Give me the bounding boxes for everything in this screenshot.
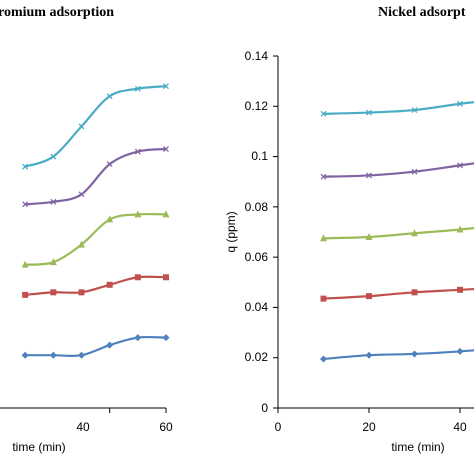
chromium-data-point [78, 123, 85, 130]
chromium-series-4 [22, 274, 169, 298]
nickel-series-line [323, 162, 474, 178]
chromium-title: romium adsorption [0, 5, 114, 20]
chromium-data-point [134, 210, 142, 218]
chromium-data-point [162, 334, 170, 342]
nickel-series-line [323, 287, 474, 300]
nickel-x-tick-label: 20 [362, 420, 376, 434]
nickel-data-point [456, 347, 464, 355]
chromium-series-line [25, 212, 167, 266]
chromium-data-point [162, 210, 170, 218]
nickel-series-line [323, 226, 474, 240]
chromium-data-point [134, 148, 141, 155]
chromium-data-point [22, 201, 29, 208]
chromium-series-5 [21, 334, 170, 359]
chromium-data-point [134, 334, 142, 342]
chromium-data-point [49, 351, 57, 359]
nickel-y-tick-label: 0.06 [245, 250, 269, 264]
nickel-title: Nickel adsorpt [378, 5, 466, 20]
nickel-data-point [366, 172, 372, 179]
nickel-data-point [411, 350, 418, 358]
chromium-series-line [24, 85, 167, 168]
chromium-data-point [134, 85, 141, 92]
chromium-series-3 [21, 210, 170, 268]
nickel-y-tick-label: 0.12 [245, 99, 269, 113]
chromium-series-1 [22, 83, 169, 170]
chromium-series-line [25, 147, 167, 206]
nickel-data-point [411, 168, 418, 175]
nickel-data-point [320, 173, 327, 180]
chromium-data-point [134, 274, 141, 281]
chromium-x-tick-label: 40 [76, 420, 90, 434]
nickel-series-line [323, 101, 474, 115]
chromium-data-point [50, 198, 57, 205]
chromium-data-point [163, 146, 169, 152]
nickel-series-1 [320, 100, 474, 117]
nickel-data-point [366, 293, 372, 300]
chromium-x-tick-label: 0 [0, 420, 1, 434]
chromium-data-point [78, 240, 85, 248]
chromium-x-tick-marks [109, 408, 167, 413]
nickel-series-4 [320, 286, 474, 302]
nickel-series-line [323, 349, 474, 361]
nickel-y-axis-label: q (ppm) [224, 211, 238, 252]
chromium-data-point [21, 351, 29, 359]
nickel-data-point [411, 107, 418, 114]
chromium-data-point [21, 260, 29, 268]
chromium-data-point [163, 83, 169, 90]
chromium-data-point [78, 191, 85, 198]
nickel-data-point [411, 289, 418, 296]
nickel-y-tick-label: 0 [261, 401, 268, 415]
nickel-y-tick-marks [273, 55, 278, 409]
chromium-series-line [25, 275, 167, 296]
nickel-data-point [411, 229, 418, 237]
nickel-data-point [320, 110, 327, 117]
nickel-y-tick-label: 0.08 [245, 200, 269, 214]
chromium-data-point [22, 291, 29, 298]
nickel-data-point [457, 286, 463, 293]
chromium-data-point [78, 289, 85, 296]
nickel-y-tick-label: 0.04 [245, 300, 269, 314]
nickel-series-3 [320, 225, 474, 242]
nickel-data-point [320, 355, 327, 363]
nickel-data-point [366, 109, 372, 116]
nickel-x-tick-marks [277, 408, 461, 413]
chromium-panel: romium adsorption 0 40 60 time (min) [0, 5, 173, 454]
chromium-data-point [50, 289, 57, 296]
chromium-data-point [50, 153, 57, 160]
chromium-data-point [78, 351, 85, 359]
chromium-data-point [49, 258, 57, 266]
nickel-x-tick-label: 40 [453, 420, 467, 434]
chromium-data-point [106, 341, 114, 349]
nickel-y-tick-label: 0.02 [245, 350, 269, 364]
nickel-data-point [457, 162, 463, 169]
nickel-series-group [320, 100, 474, 363]
nickel-x-axis-label: time (min) [391, 440, 444, 454]
nickel-data-point [457, 100, 463, 107]
chromium-series-group [21, 83, 170, 359]
chromium-series-line [25, 335, 167, 358]
nickel-data-point [320, 295, 327, 302]
nickel-x-tick-label: 0 [275, 420, 282, 434]
nickel-data-point [320, 234, 327, 242]
chromium-data-point [163, 274, 169, 281]
nickel-panel: Nickel adsorpt 0 0.02 0.04 0.06 0.08 0.1… [224, 5, 474, 454]
chromium-data-point [106, 161, 113, 168]
chromium-series-2 [22, 146, 169, 208]
chromium-x-axis-label: time (min) [12, 440, 65, 454]
nickel-data-point [365, 351, 373, 359]
nickel-data-point [365, 233, 373, 241]
nickel-series-2 [320, 162, 474, 180]
nickel-y-tick-label: 0.14 [245, 49, 269, 63]
chromium-data-point [106, 93, 113, 100]
nickel-data-point [456, 225, 464, 233]
nickel-y-tick-label: 0.1 [251, 149, 268, 163]
chromium-data-point [106, 215, 114, 223]
chromium-data-point [22, 163, 29, 170]
chromium-x-tick-label: 60 [159, 420, 173, 434]
nickel-series-5 [320, 347, 474, 363]
chromium-data-point [106, 281, 113, 288]
